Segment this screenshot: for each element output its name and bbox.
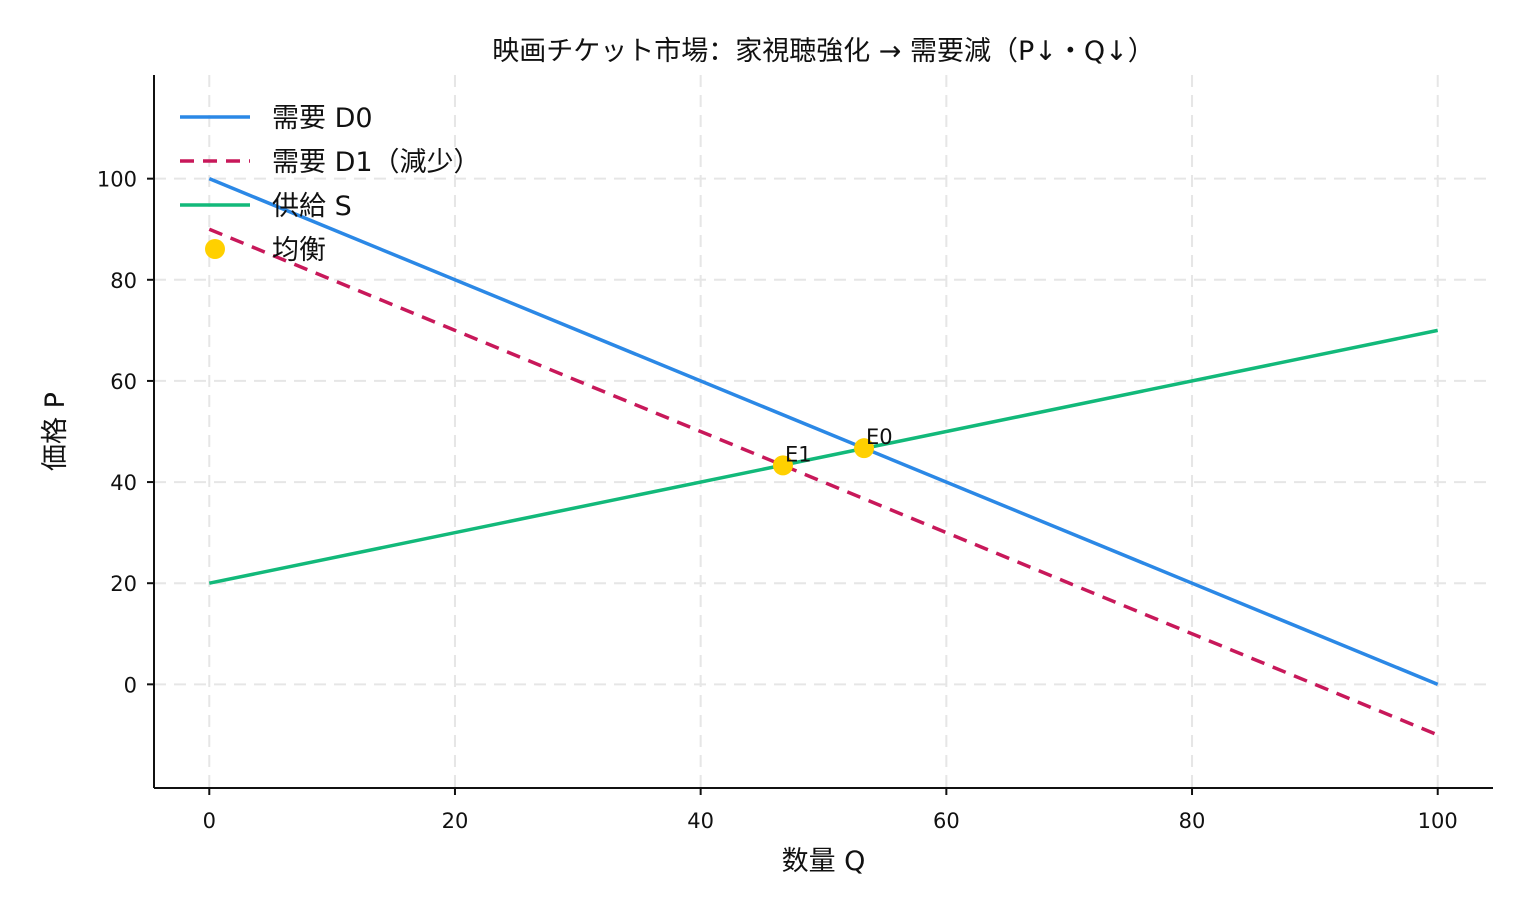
legend-label-1: 需要 D1（減少） — [272, 147, 481, 178]
x-tick-label: 100 — [1418, 809, 1458, 833]
legend-label-2: 供給 S — [272, 191, 352, 222]
legend-label-3: 均衡 — [272, 235, 326, 266]
equilibrium-points: E0 E1 — [772, 425, 893, 476]
plot-lines — [208, 177, 1439, 737]
axes — [153, 75, 1493, 789]
legend: 需要 D0 需要 D1（減少） 供給 S 均衡 — [180, 103, 481, 266]
equilibrium-point-e1 — [772, 455, 793, 476]
x-tick-label: 0 — [203, 809, 216, 833]
y-tick-label: 60 — [110, 370, 137, 394]
x-tick-label: 60 — [933, 809, 960, 833]
series-line-1 — [208, 227, 1439, 737]
y-tick-label: 40 — [110, 471, 137, 495]
point-label-e0: E0 — [866, 425, 893, 449]
y-tick-label: 100 — [97, 168, 137, 192]
ticks: 0 20 40 60 80 100 0 20 40 60 80 100 — [97, 168, 1458, 833]
point-label-e1: E1 — [785, 442, 812, 466]
legend-swatch-3 — [205, 239, 225, 259]
series-line-0 — [208, 177, 1439, 686]
y-tick-label: 80 — [110, 269, 137, 293]
y-tick-label: 20 — [110, 572, 137, 596]
y-axis-label: 価格 P — [40, 392, 71, 471]
x-tick-label: 20 — [442, 809, 469, 833]
x-tick-label: 40 — [687, 809, 714, 833]
x-axis-label: 数量 Q — [782, 846, 866, 877]
series-line-2 — [208, 328, 1439, 585]
chart-title: 映画チケット市場：家視聴強化 → 需要減（P↓・Q↓） — [492, 36, 1155, 67]
legend-label-0: 需要 D0 — [272, 103, 373, 134]
equilibrium-point-e0 — [854, 438, 875, 459]
grid — [154, 75, 1493, 788]
y-tick-label: 0 — [124, 673, 137, 697]
x-tick-label: 80 — [1179, 809, 1206, 833]
